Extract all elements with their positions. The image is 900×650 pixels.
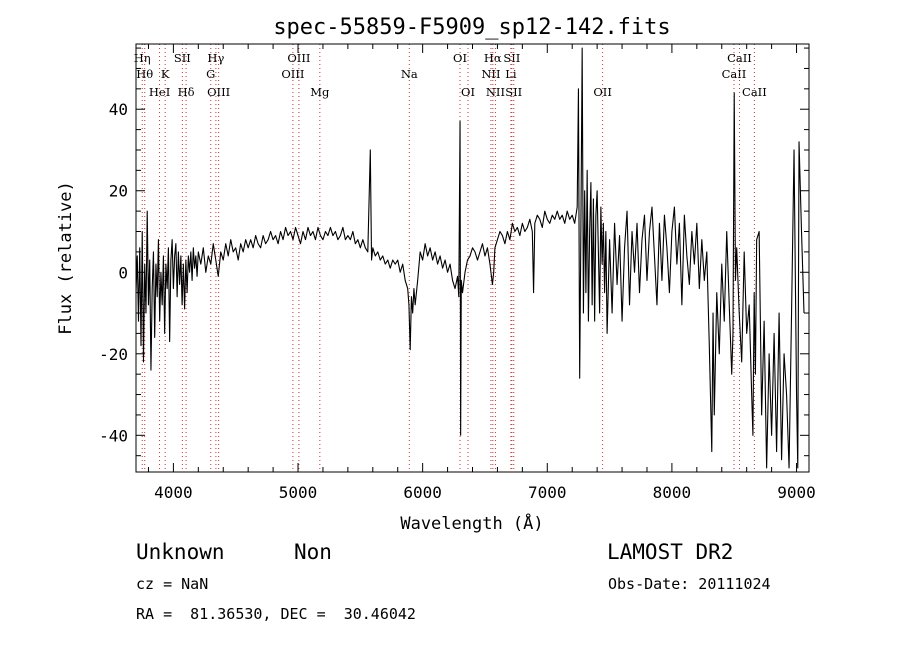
marker-label: Hη (134, 51, 151, 65)
x-tick-label: 7000 (528, 483, 567, 502)
marker-label: Hα (484, 51, 502, 65)
x-tick-label: 8000 (653, 483, 692, 502)
marker-label: SII (174, 51, 191, 65)
marker-label: Hδ (178, 85, 195, 99)
chart-title: spec-55859-F5909_sp12-142.fits (273, 15, 670, 40)
marker-label: Hθ (136, 67, 153, 81)
marker-label: OIII (287, 51, 310, 65)
y-axis-label: Flux (relative) (56, 181, 76, 335)
x-axis-label: Wavelength (Å) (400, 512, 543, 534)
y-tick-label: 40 (109, 100, 128, 119)
marker-label: OIII (281, 67, 304, 81)
marker-label: G (206, 67, 215, 81)
marker-label: HeI (149, 85, 170, 99)
x-tick-label: 6000 (403, 483, 442, 502)
marker-label: NII (481, 67, 500, 81)
marker-label: Hγ (207, 51, 224, 65)
marker-label: Li (505, 67, 517, 81)
marker-label: SII (503, 51, 520, 65)
y-tick-label: 20 (109, 182, 128, 201)
survey-label: LAMOST DR2 (607, 540, 733, 564)
cz-text: cz = NaN (136, 575, 208, 593)
marker-label: CaII (727, 51, 752, 65)
marker-label: Mg (310, 85, 330, 99)
marker-label: OI (453, 51, 467, 65)
y-axis: -40 -20 0 20 40 (99, 47, 809, 457)
marker-label: CaII (722, 67, 747, 81)
x-tick-label: 9000 (777, 483, 816, 502)
y-tick-label: -40 (99, 426, 128, 445)
subclass-label: Non (294, 540, 332, 564)
x-tick-label: 5000 (279, 483, 318, 502)
spectral-line-markers: Hη Hθ HeI K SII Hδ G Hγ OIII OIII OIII Mg Na OI OI NII H… (134, 44, 767, 472)
spectrum-line (135, 47, 805, 469)
plot-frame (135, 43, 810, 473)
marker-label: CaII (742, 85, 767, 99)
y-tick-label: 0 (118, 263, 128, 282)
marker-label: OII (593, 85, 612, 99)
marker-label: SII (505, 85, 522, 99)
class-label: Unknown (136, 540, 225, 564)
x-tick-label: 4000 (154, 483, 193, 502)
y-tick-label: -20 (99, 345, 128, 364)
marker-label: Na (401, 67, 418, 81)
coordinates-text: RA = 81.36530, DEC = 30.46042 (136, 605, 416, 623)
marker-label: NII (486, 85, 505, 99)
x-axis: 4000 5000 6000 7000 8000 9000 (147, 44, 816, 502)
marker-label: OI (461, 85, 475, 99)
obs-date-text: Obs-Date: 20111024 (608, 575, 771, 593)
marker-label: K (161, 67, 170, 81)
marker-label: OIII (207, 85, 230, 99)
